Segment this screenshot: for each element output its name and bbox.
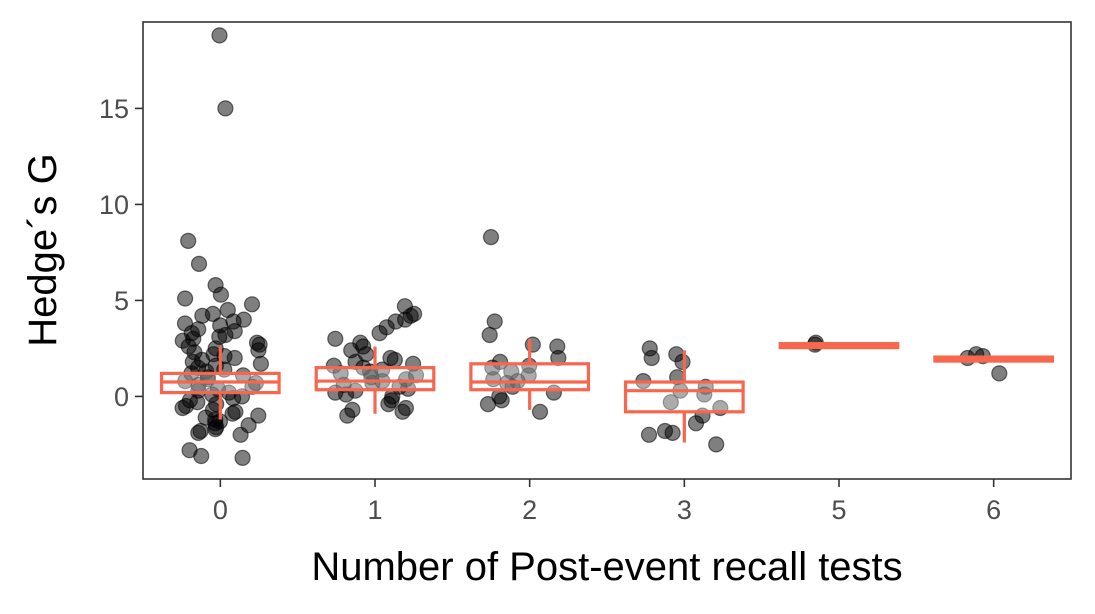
- data-point-0-60: [250, 407, 267, 424]
- data-point-2-1: [486, 313, 503, 330]
- y-tick-label-15: 15: [99, 94, 129, 124]
- data-point-0-69: [190, 424, 207, 441]
- data-point-0-72: [193, 447, 210, 465]
- data-point-2-2: [481, 326, 498, 344]
- y-tick-label-0: 0: [114, 382, 129, 412]
- box-3: [623, 350, 745, 443]
- x-tick-label-0: 0: [213, 495, 228, 525]
- points-layer: [174, 27, 1008, 466]
- y-axis-title: Hedge´s G: [21, 153, 65, 346]
- data-point-0-3: [190, 255, 208, 272]
- data-point-2-17: [493, 392, 510, 409]
- plot-panel-border: [142, 21, 1072, 480]
- box-5: [778, 342, 900, 350]
- iqr-box-3: [623, 380, 745, 414]
- data-point-1-37: [394, 403, 411, 420]
- x-tick-label-5: 5: [831, 495, 846, 525]
- data-point-3-12: [687, 415, 705, 432]
- data-point-0-26: [250, 342, 267, 359]
- data-point-3-2: [643, 349, 660, 367]
- box-1: [314, 346, 436, 414]
- data-point-0-10: [194, 307, 211, 324]
- data-point-3-15: [640, 426, 658, 443]
- data-point-1-7: [327, 330, 344, 347]
- data-point-0-6: [177, 290, 194, 307]
- y-tick-label-10: 10: [99, 190, 129, 220]
- data-point-3-16: [708, 436, 725, 453]
- data-point-2-3: [524, 336, 541, 353]
- data-point-1-13: [386, 351, 403, 368]
- data-point-6-3: [991, 365, 1008, 382]
- data-point-3-14: [664, 424, 681, 441]
- data-point-0-70: [232, 426, 249, 443]
- data-point-0-0: [211, 27, 228, 44]
- x-tick-label-6: 6: [986, 495, 1001, 525]
- data-point-0-7: [243, 296, 261, 313]
- x-tick-label-2: 2: [522, 495, 537, 525]
- data-point-0-1: [217, 100, 234, 117]
- iqr-box-2: [469, 362, 591, 392]
- data-point-3-9: [662, 394, 679, 411]
- data-point-1-38: [339, 407, 356, 424]
- data-point-0-30: [226, 349, 243, 367]
- y-tick-label-5: 5: [114, 286, 129, 316]
- x-tick-label-1: 1: [367, 495, 382, 525]
- data-point-0-59: [224, 405, 241, 422]
- x-axis: 0 1 2 3 5 6: [213, 479, 1001, 525]
- data-point-2-19: [531, 403, 549, 420]
- box-0: [159, 346, 281, 420]
- data-point-3-3: [674, 353, 691, 370]
- data-point-0-67: [207, 421, 224, 438]
- box-2: [469, 338, 591, 410]
- iqr-box-1: [314, 366, 436, 392]
- y-axis: 0 5 10 15: [99, 94, 143, 412]
- data-point-0-56: [174, 399, 191, 417]
- data-point-1-6: [371, 325, 388, 342]
- data-point-0-5: [212, 286, 229, 303]
- data-point-2-0: [482, 229, 500, 246]
- data-point-0-33: [252, 355, 269, 372]
- x-tick-label-3: 3: [677, 495, 692, 525]
- data-point-0-2: [180, 232, 197, 249]
- box-6: [933, 355, 1055, 363]
- data-point-2-5: [550, 349, 567, 367]
- data-point-1-34: [380, 396, 397, 413]
- data-point-2-18: [479, 396, 497, 413]
- data-point-0-73: [234, 449, 251, 466]
- x-axis-title: Number of Post-event recall tests: [311, 545, 902, 589]
- boxes-layer: [159, 338, 1055, 443]
